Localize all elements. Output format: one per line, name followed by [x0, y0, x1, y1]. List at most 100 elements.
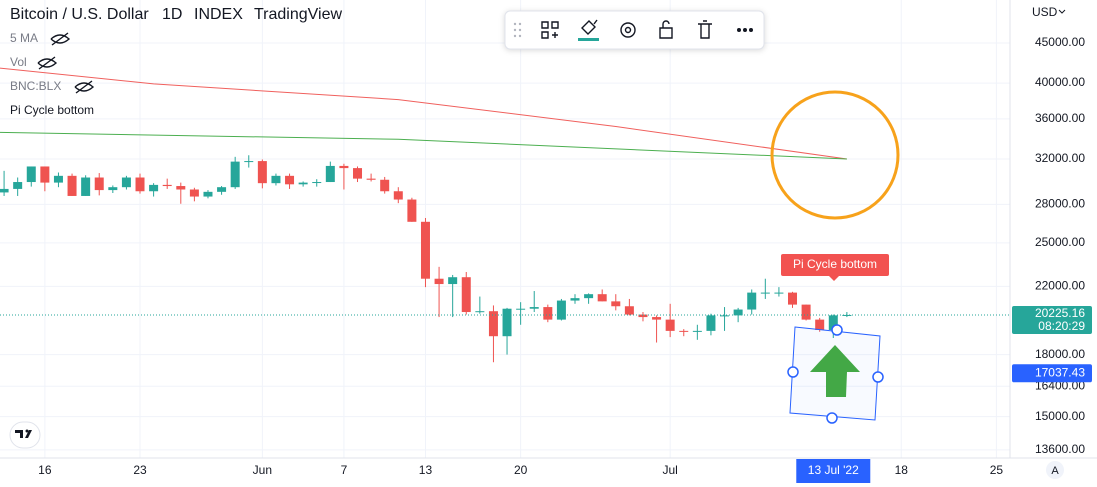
candle-body — [162, 184, 172, 187]
symbol-name: Bitcoin / U.S. Dollar — [10, 6, 149, 23]
candle-body — [624, 306, 634, 315]
interval: 1D — [162, 6, 182, 23]
annotation-label: Pi Cycle bottom — [793, 257, 877, 271]
crosshair-price-label: 17037.43 — [1035, 365, 1085, 379]
candle-body — [0, 188, 9, 193]
candle-body — [81, 177, 91, 196]
annotation: Pi Cycle bottom — [781, 254, 889, 281]
currency[interactable]: USD — [1032, 5, 1058, 19]
candle-body — [393, 191, 403, 200]
y-tick-label: 45000.00 — [1035, 35, 1085, 49]
candle-body — [298, 182, 308, 185]
auto-scale[interactable] — [1046, 461, 1064, 479]
x-tick-label: 16 — [38, 463, 52, 477]
candle-body — [40, 166, 50, 183]
hidden-icons[interactable] — [37, 32, 95, 94]
candle-body — [67, 175, 77, 196]
candle-body — [760, 292, 770, 294]
candle-body — [461, 277, 471, 313]
arrow-drawing[interactable] — [787, 324, 884, 424]
candle-body — [747, 292, 757, 310]
candle-body — [516, 308, 526, 310]
candle-body — [353, 168, 363, 179]
candle-body — [230, 161, 240, 188]
indicator[interactable]: BNC:BLX — [10, 79, 61, 93]
candle-body — [380, 179, 390, 192]
candle-body — [652, 317, 662, 320]
legend: Bitcoin / U.S. Dollar 1D INDEX TradingVi… — [10, 6, 342, 117]
x-tick-label: 18 — [895, 463, 909, 477]
crosshair-price-box — [1012, 364, 1092, 383]
auto-scale-label: A — [1051, 465, 1059, 477]
candle-body — [570, 298, 580, 301]
indicator[interactable]: 5 MA — [10, 31, 38, 45]
candle-body — [149, 184, 159, 192]
lock-button[interactable] — [659, 20, 673, 39]
currency-caret — [1058, 9, 1066, 14]
exchange: INDEX — [194, 6, 243, 23]
candle-body — [189, 189, 199, 197]
x-tick-label: Jun — [253, 463, 272, 477]
drawing-toolbar — [504, 10, 765, 50]
series — [0, 67, 852, 363]
candle-body — [597, 294, 607, 302]
candle-body — [448, 277, 458, 285]
candle-body — [543, 307, 553, 320]
templates-button[interactable] — [541, 21, 559, 39]
candle-body — [108, 187, 118, 191]
candle-body — [285, 175, 295, 185]
indicator[interactable]: Vol — [10, 55, 27, 69]
candle-body — [53, 175, 63, 183]
y-tick-label: 18000.00 — [1035, 347, 1085, 361]
candle-body — [475, 311, 485, 313]
candle-body — [26, 166, 36, 183]
indicator-line — [0, 67, 847, 160]
candle-body — [13, 182, 23, 189]
candle-body — [584, 294, 594, 299]
y-tick-label: 13600.00 — [1035, 442, 1085, 456]
candle-body — [488, 311, 498, 337]
x-tick-label: 23 — [133, 463, 147, 477]
candle-body — [611, 301, 621, 307]
y-tick-label: 22000.00 — [1035, 279, 1085, 293]
candle-body — [420, 221, 430, 279]
crosshair-date-box — [796, 459, 871, 483]
candle-body — [706, 315, 716, 331]
color-button[interactable] — [581, 19, 598, 35]
candle-body — [828, 315, 838, 331]
y-tick-label: 36000.00 — [1035, 111, 1085, 125]
indicator-line — [0, 131, 847, 160]
x-tick-label: Jul — [662, 463, 677, 477]
candle-body — [529, 307, 539, 309]
y-tick-label: 25000.00 — [1035, 235, 1085, 249]
candle-body — [679, 330, 689, 332]
candle-body — [665, 319, 675, 331]
y-tick-label: 40000.00 — [1035, 75, 1085, 89]
color-swatch — [578, 38, 599, 41]
delete-button[interactable] — [698, 20, 712, 39]
candle-body — [801, 304, 811, 320]
drag-handle[interactable] — [513, 22, 522, 38]
candle-body — [774, 292, 784, 294]
candle-body — [244, 161, 254, 163]
indicator[interactable]: Pi Cycle bottom — [10, 103, 94, 117]
logo — [9, 421, 41, 449]
candle-body — [815, 319, 825, 331]
more-button[interactable] — [737, 28, 753, 32]
candle-body — [407, 199, 417, 222]
candle-body — [176, 186, 186, 190]
candle-body — [325, 165, 335, 183]
circle-drawing[interactable] — [770, 90, 900, 220]
candle-body — [271, 175, 281, 184]
y-tick-label: 15000.00 — [1035, 409, 1085, 423]
candle-body — [135, 177, 145, 192]
candle-body — [366, 178, 376, 180]
settings-button[interactable] — [620, 22, 636, 38]
source: TradingView — [254, 6, 342, 23]
y-tick-label: 28000.00 — [1035, 197, 1085, 211]
grid — [0, 0, 1010, 458]
candle-body — [692, 330, 702, 332]
candle-body — [556, 300, 566, 320]
candle-body — [121, 177, 131, 188]
